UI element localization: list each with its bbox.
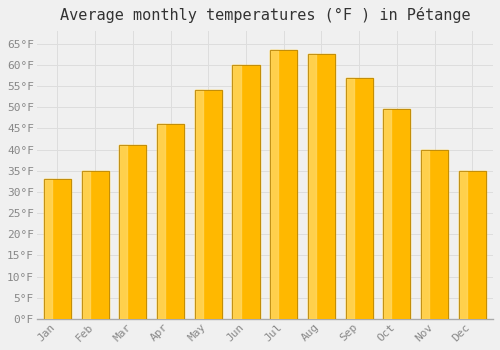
Bar [82,171,109,319]
Bar [270,50,297,319]
Bar [421,149,448,319]
Bar [120,145,128,319]
Bar [384,109,392,319]
Bar [458,171,486,319]
Bar [458,171,467,319]
Bar [270,50,297,319]
Bar [458,171,486,319]
Bar [270,50,278,319]
Bar [384,109,410,319]
Bar [346,78,354,319]
Bar [157,124,184,319]
Bar [44,179,71,319]
Bar [232,65,260,319]
Bar [194,90,222,319]
Bar [308,54,335,319]
Bar [346,78,372,319]
Bar [157,124,165,319]
Bar [232,65,240,319]
Bar [232,65,260,319]
Bar [308,54,316,319]
Bar [346,78,372,319]
Bar [120,145,146,319]
Bar [82,171,90,319]
Bar [194,90,203,319]
Bar [82,171,109,319]
Bar [120,145,146,319]
Bar [157,124,184,319]
Bar [44,179,52,319]
Bar [421,149,448,319]
Bar [384,109,410,319]
Bar [308,54,335,319]
Bar [421,149,429,319]
Bar [44,179,71,319]
Bar [194,90,222,319]
Title: Average monthly temperatures (°F ) in Pétange: Average monthly temperatures (°F ) in Pé… [60,7,470,23]
